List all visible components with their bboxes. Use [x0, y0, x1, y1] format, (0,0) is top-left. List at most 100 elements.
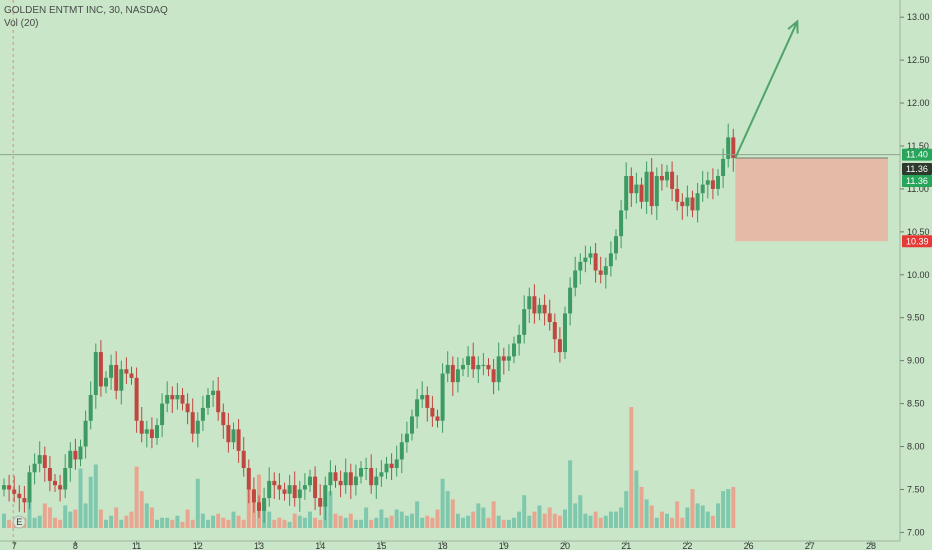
y-tick-label: 10.50 [907, 227, 930, 237]
volume-bar [359, 519, 363, 528]
candle-body [308, 476, 312, 486]
candle-body [206, 395, 210, 408]
volume-bar [731, 487, 736, 528]
volume-bar [241, 519, 246, 528]
volume-bar [557, 515, 562, 528]
volume-bar [461, 517, 465, 528]
volume-bar [297, 515, 302, 528]
y-tick-label: 12.00 [907, 98, 930, 108]
y-tick-label: 10.00 [907, 270, 930, 280]
candle-body [114, 364, 119, 391]
volume-bar [246, 487, 251, 528]
candle-body [313, 476, 318, 499]
volume-bar [47, 507, 52, 528]
volume-bar [695, 503, 700, 528]
candle-body [731, 137, 736, 159]
volume-bar [114, 507, 119, 528]
volume-bar [364, 507, 369, 528]
candle-body [512, 343, 516, 357]
candle-body [134, 377, 139, 421]
price-tag-last [902, 148, 932, 161]
y-tick-label: 7.50 [907, 484, 925, 494]
volume-bar [634, 470, 639, 528]
candle-body [42, 455, 47, 469]
candle-body [471, 356, 476, 370]
volume-bar [583, 513, 588, 528]
candle-body [573, 270, 578, 288]
candle-body [542, 304, 547, 314]
candle-body [251, 489, 256, 503]
x-tick-label: 26 [744, 541, 754, 550]
x-tick-label: 12 [193, 541, 203, 550]
x-tick-label: 20 [560, 541, 570, 550]
candle-body [160, 403, 165, 426]
candle-body [124, 369, 129, 374]
candle-body [466, 356, 471, 365]
candle-body [716, 176, 720, 189]
candle-body [195, 420, 200, 434]
candle-body [68, 450, 73, 469]
candle-body [415, 399, 420, 417]
candle-body [547, 313, 552, 323]
volume-bar [226, 519, 231, 528]
candle-body [93, 352, 98, 396]
price-tag-entry [902, 163, 932, 176]
volume-bar [517, 511, 522, 528]
candle-body [517, 334, 522, 344]
candle-body [333, 472, 338, 481]
volume-bar [343, 517, 348, 528]
candle-body [369, 468, 374, 486]
candle-body [445, 364, 450, 374]
candle-body [675, 188, 680, 202]
candle-body [598, 270, 603, 275]
volume-bar [394, 509, 399, 528]
volume-bar [430, 517, 435, 528]
candle-body [690, 197, 695, 211]
volume-bar [160, 517, 165, 528]
candle-body [430, 407, 435, 417]
y-tick-label: 7.00 [907, 527, 925, 537]
volume-bar [369, 519, 374, 528]
earnings-marker-icon[interactable] [12, 515, 26, 529]
volume-bar [527, 515, 532, 528]
candle-body [262, 498, 267, 511]
candle-body [603, 266, 608, 275]
candle-body [348, 472, 353, 486]
volume-bar [542, 513, 547, 528]
x-tick-label: 22 [682, 541, 692, 550]
volume-bar [287, 521, 292, 528]
candle-body [461, 364, 465, 370]
target-arrow[interactable] [734, 21, 799, 159]
volume-bar [348, 513, 353, 528]
candle-body [246, 468, 251, 490]
candle-body [292, 485, 297, 499]
y-tick-label: 11.50 [907, 141, 929, 151]
candle-body [98, 352, 103, 387]
volume-bar [318, 519, 323, 528]
volume-bar [639, 487, 644, 528]
y-tick-label: 12.50 [907, 55, 930, 65]
volume-bar [450, 499, 455, 528]
volume-bar [149, 507, 154, 528]
volume-bar [619, 507, 624, 528]
candle-body [353, 476, 358, 486]
volume-bar [481, 507, 486, 528]
candle-body [221, 412, 226, 426]
y-tick-label: 9.50 [907, 313, 925, 323]
volume-indicator-label: Vol (20) [4, 18, 39, 29]
candle-body [88, 395, 93, 421]
stop-loss-zone[interactable] [735, 158, 888, 242]
candle-body [399, 442, 404, 460]
candle-body [364, 468, 369, 470]
volume-bar [124, 515, 129, 528]
candle-body [297, 489, 302, 499]
volume-bar [2, 513, 6, 528]
candle-body [175, 395, 180, 400]
candle-body [659, 176, 664, 181]
candle-body [563, 313, 567, 353]
volume-bar [119, 519, 124, 528]
volume-bar [506, 519, 511, 528]
candle-body [649, 171, 654, 207]
volume-bar [455, 513, 460, 528]
